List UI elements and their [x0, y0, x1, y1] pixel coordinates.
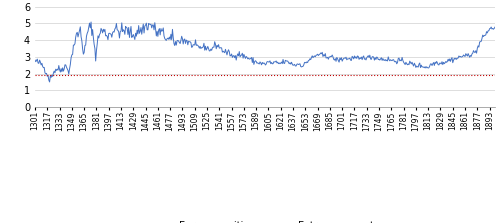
European cities [242, 55, 248, 58]
European cities [88, 21, 94, 23]
European cities [115, 29, 121, 32]
Line: European cities: European cities [35, 22, 495, 82]
European cities [152, 21, 158, 24]
European cities [304, 61, 310, 64]
European cities [32, 59, 38, 61]
European cities [492, 26, 498, 28]
European cities [380, 57, 386, 60]
Legend: European cities, Extreme poverty: European cities, Extreme poverty [146, 217, 384, 223]
European cities [340, 57, 346, 60]
European cities [46, 81, 52, 83]
